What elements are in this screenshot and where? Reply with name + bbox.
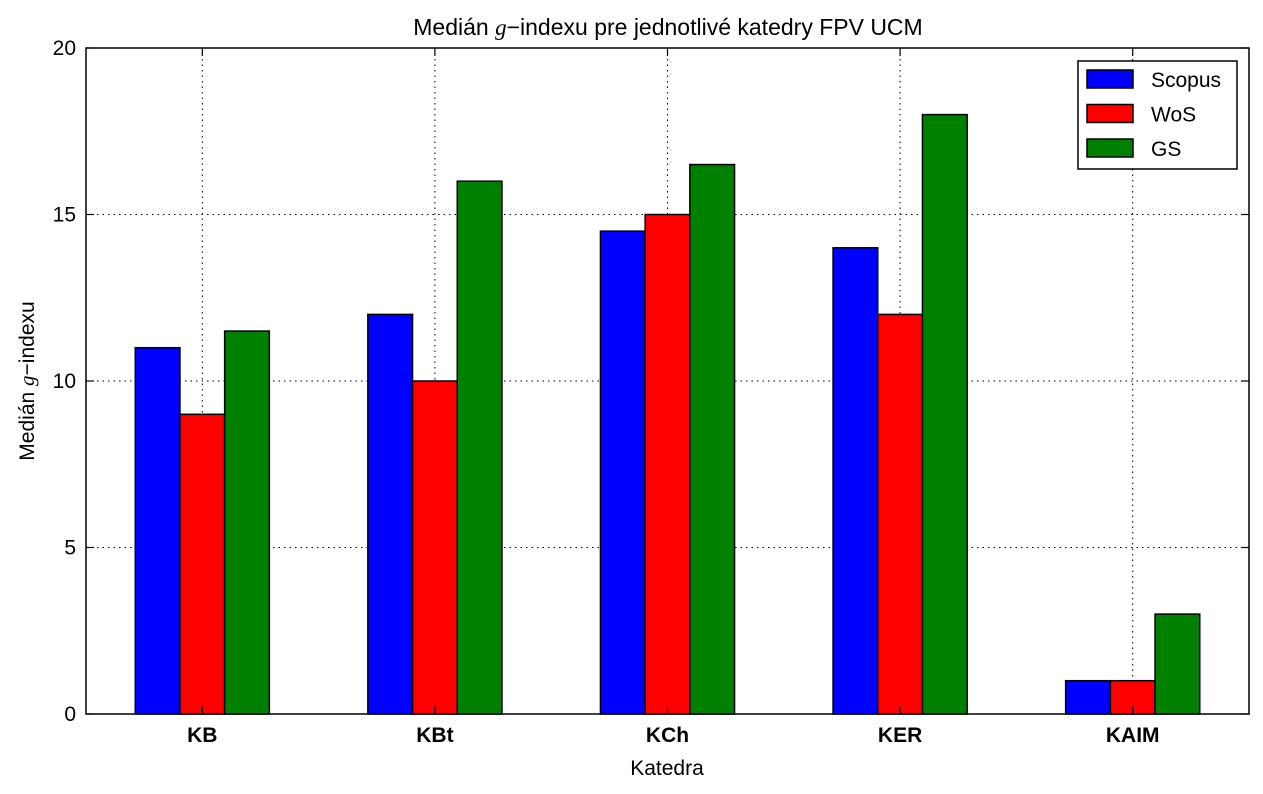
y-axis-label-symbol: g <box>15 375 39 386</box>
x-tick-label: KCh <box>646 724 689 747</box>
legend-swatch-scopus <box>1086 69 1134 89</box>
bars <box>134 113 1201 715</box>
bar-gs-kch <box>689 163 736 715</box>
bar-gs-ker <box>921 113 968 715</box>
y-axis-label: Medián g−indexu <box>15 301 39 460</box>
y-axis-label-part-1: Medián <box>16 386 39 461</box>
bar-wos-kch <box>644 213 691 715</box>
x-tick-label: KER <box>878 724 922 747</box>
y-tick-label: 20 <box>53 37 76 60</box>
x-tick-label: KBt <box>416 724 453 747</box>
legend-swatch-gs <box>1086 138 1134 158</box>
bar-scopus-kaim <box>1064 679 1112 715</box>
bar-scopus-kch <box>599 230 646 715</box>
legend-swatch-wos <box>1086 103 1134 124</box>
y-tick-label: 0 <box>64 703 76 726</box>
bar-wos-kbt <box>411 380 458 715</box>
x-tick-label: KB <box>187 724 217 747</box>
x-axis-label: Katedra <box>630 757 704 780</box>
bar-gs-kb <box>223 330 271 715</box>
y-tick-label: 5 <box>64 537 76 560</box>
chart-title-part-1: Medián <box>413 14 495 40</box>
bar-scopus-kbt <box>367 313 414 715</box>
y-tick-label: 10 <box>53 370 76 393</box>
chart-title-part-2: −indexu pre jednotlivé katedry FPV UCM <box>507 14 923 40</box>
chart-title: Medián g−indexu pre jednotlivé katedry F… <box>413 14 922 40</box>
legend-label-scopus: Scopus <box>1151 69 1221 92</box>
bar-gs-kbt <box>456 180 503 715</box>
legend-label-gs: GS <box>1151 138 1181 161</box>
bar-wos-kb <box>179 413 226 715</box>
x-tick-label: KAIM <box>1106 724 1160 747</box>
bar-scopus-kb <box>134 346 181 715</box>
axis-ticks: 0 5 10 15 20 KB KBt KCh KER KAIM <box>53 37 1249 747</box>
y-axis-label-part-2: −indexu <box>16 301 39 375</box>
bar-wos-ker <box>877 313 924 715</box>
legend-label-wos: WoS <box>1151 104 1196 127</box>
chart-title-symbol: g <box>495 15 507 40</box>
legend: Scopus WoS GS <box>1077 60 1238 170</box>
y-tick-label: 15 <box>53 204 76 227</box>
bar-scopus-ker <box>832 247 879 715</box>
bar-gs-kaim <box>1154 613 1201 715</box>
